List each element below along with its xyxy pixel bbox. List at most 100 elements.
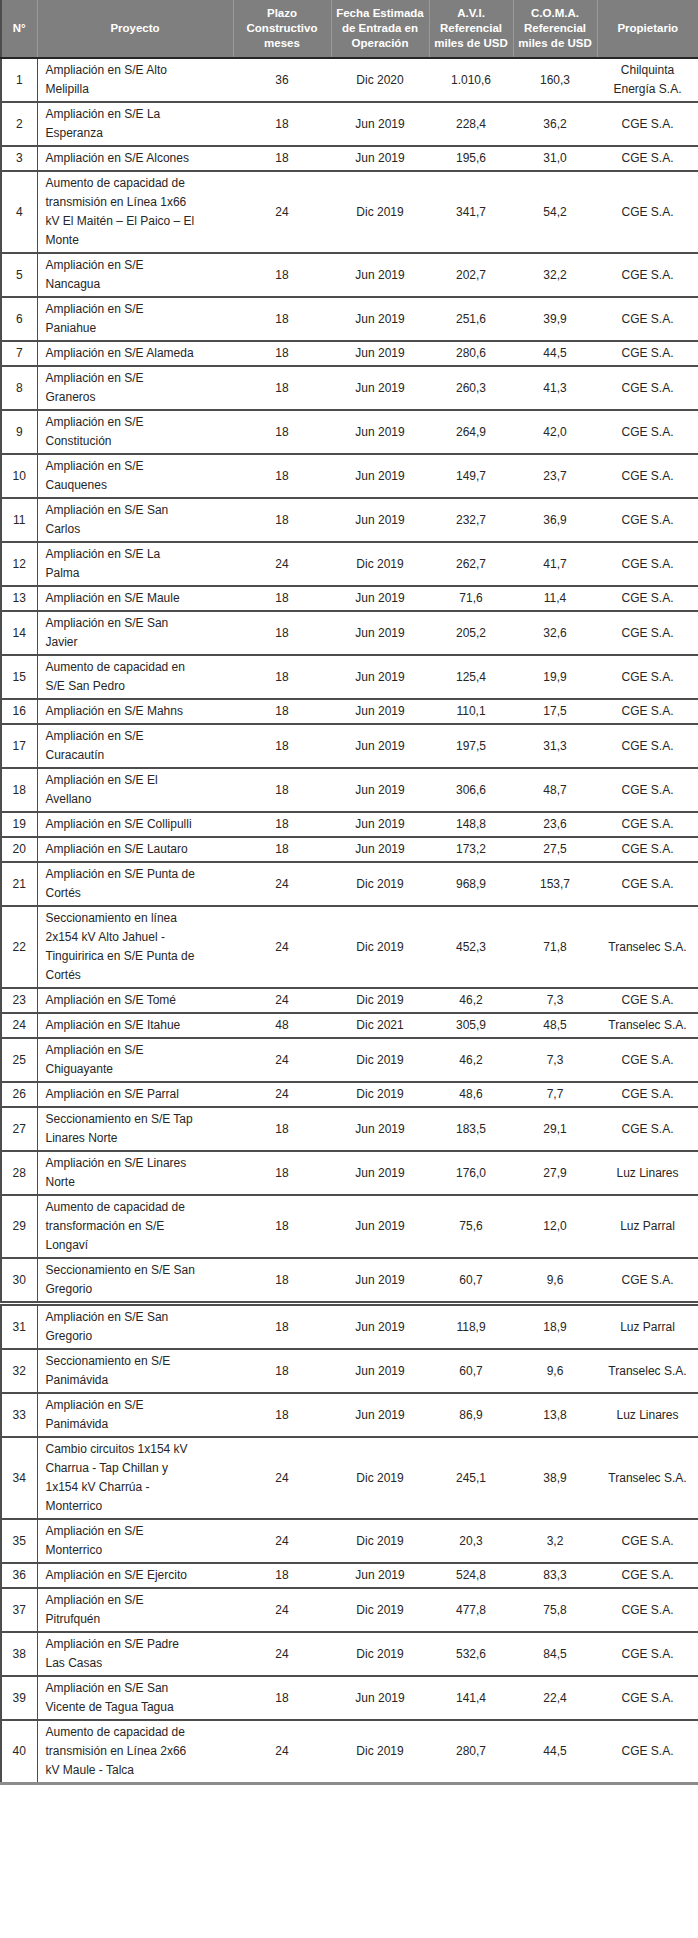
- cell-plazo: 18: [233, 253, 331, 297]
- cell-n: 2: [1, 102, 37, 146]
- cell-proyecto: Seccionamiento en S/E Tap Linares Norte: [37, 1107, 233, 1151]
- cell-n: 13: [1, 586, 37, 611]
- cell-propietario: Luz Parral: [597, 1304, 698, 1350]
- cell-plazo: 24: [233, 1588, 331, 1632]
- table-row: 30Seccionamiento en S/E San Gregorio18Ju…: [1, 1258, 698, 1304]
- cell-coma: 23,6: [513, 812, 597, 837]
- cell-avi: 125,4: [429, 655, 513, 699]
- table-row: 40Aumento de capacidad de transmisión en…: [1, 1720, 698, 1784]
- cell-propietario: CGE S.A.: [597, 586, 698, 611]
- table-row: 4Aumento de capacidad de transmisión en …: [1, 171, 698, 253]
- cell-avi: 149,7: [429, 454, 513, 498]
- cell-proyecto: Ampliación en S/E Paniahue: [37, 297, 233, 341]
- cell-plazo: 24: [233, 988, 331, 1013]
- cell-fecha: Jun 2019: [331, 724, 429, 768]
- cell-coma: 83,3: [513, 1563, 597, 1588]
- cell-fecha: Jun 2019: [331, 1258, 429, 1304]
- table-row: 20Ampliación en S/E Lautaro18Jun 2019173…: [1, 837, 698, 862]
- cell-proyecto: Ampliación en S/E Curacautín: [37, 724, 233, 768]
- cell-plazo: 48: [233, 1013, 331, 1038]
- cell-propietario: CGE S.A.: [597, 1519, 698, 1563]
- cell-coma: 39,9: [513, 297, 597, 341]
- cell-n: 29: [1, 1195, 37, 1258]
- cell-fecha: Jun 2019: [331, 253, 429, 297]
- cell-n: 6: [1, 297, 37, 341]
- table-row: 18Ampliación en S/E El Avellano18Jun 201…: [1, 768, 698, 812]
- cell-propietario: CGE S.A.: [597, 454, 698, 498]
- cell-n: 25: [1, 1038, 37, 1082]
- table-row: 21Ampliación en S/E Punta de Cortés24Dic…: [1, 862, 698, 906]
- cell-proyecto: Ampliación en S/E Pitrufquén: [37, 1588, 233, 1632]
- table-header: N°ProyectoPlazo Constructivo mesesFecha …: [1, 0, 698, 58]
- cell-fecha: Jun 2019: [331, 768, 429, 812]
- cell-coma: 9,6: [513, 1258, 597, 1304]
- cell-propietario: CGE S.A.: [597, 1720, 698, 1784]
- cell-avi: 228,4: [429, 102, 513, 146]
- cell-coma: 7,3: [513, 1038, 597, 1082]
- cell-avi: 260,3: [429, 366, 513, 410]
- cell-fecha: Jun 2019: [331, 1676, 429, 1720]
- cell-fecha: Jun 2019: [331, 812, 429, 837]
- cell-coma: 75,8: [513, 1588, 597, 1632]
- cell-plazo: 18: [233, 1258, 331, 1304]
- cell-coma: 153,7: [513, 862, 597, 906]
- cell-plazo: 18: [233, 724, 331, 768]
- cell-plazo: 18: [233, 586, 331, 611]
- cell-propietario: Transelec S.A.: [597, 1013, 698, 1038]
- cell-plazo: 24: [233, 1519, 331, 1563]
- cell-plazo: 18: [233, 1393, 331, 1437]
- table-row: 28Ampliación en S/E Linares Norte18Jun 2…: [1, 1151, 698, 1195]
- cell-propietario: CGE S.A.: [597, 988, 698, 1013]
- cell-plazo: 18: [233, 366, 331, 410]
- table-row: 39Ampliación en S/E San Vicente de Tagua…: [1, 1676, 698, 1720]
- cell-propietario: CGE S.A.: [597, 542, 698, 586]
- table-row: 10Ampliación en S/E Cauquenes18Jun 20191…: [1, 454, 698, 498]
- cell-n: 38: [1, 1632, 37, 1676]
- cell-propietario: CGE S.A.: [597, 724, 698, 768]
- column-header-proyecto: Proyecto: [37, 0, 233, 58]
- cell-n: 36: [1, 1563, 37, 1588]
- cell-proyecto: Ampliación en S/E La Esperanza: [37, 102, 233, 146]
- cell-coma: 19,9: [513, 655, 597, 699]
- cell-fecha: Jun 2019: [331, 341, 429, 366]
- cell-coma: 7,3: [513, 988, 597, 1013]
- cell-fecha: Dic 2019: [331, 542, 429, 586]
- cell-proyecto: Ampliación en S/E Alto Melipilla: [37, 58, 233, 102]
- cell-coma: 71,8: [513, 906, 597, 988]
- cell-propietario: CGE S.A.: [597, 699, 698, 724]
- cell-coma: 41,3: [513, 366, 597, 410]
- cell-propietario: Luz Linares: [597, 1393, 698, 1437]
- cell-n: 40: [1, 1720, 37, 1784]
- cell-proyecto: Ampliación en S/E Punta de Cortés: [37, 862, 233, 906]
- cell-proyecto: Ampliación en S/E Monterrico: [37, 1519, 233, 1563]
- table-row: 35Ampliación en S/E Monterrico24Dic 2019…: [1, 1519, 698, 1563]
- cell-fecha: Dic 2019: [331, 1437, 429, 1519]
- cell-proyecto: Ampliación en S/E Itahue: [37, 1013, 233, 1038]
- cell-plazo: 18: [233, 812, 331, 837]
- cell-coma: 12,0: [513, 1195, 597, 1258]
- cell-fecha: Jun 2019: [331, 1195, 429, 1258]
- cell-n: 37: [1, 1588, 37, 1632]
- cell-avi: 205,2: [429, 611, 513, 655]
- cell-plazo: 18: [233, 768, 331, 812]
- cell-plazo: 18: [233, 498, 331, 542]
- cell-propietario: CGE S.A.: [597, 1632, 698, 1676]
- cell-propietario: CGE S.A.: [597, 341, 698, 366]
- table-row: 16Ampliación en S/E Mahns18Jun 2019110,1…: [1, 699, 698, 724]
- cell-proyecto: Seccionamiento en S/E San Gregorio: [37, 1258, 233, 1304]
- cell-propietario: Luz Parral: [597, 1195, 698, 1258]
- cell-proyecto: Ampliación en S/E Alameda: [37, 341, 233, 366]
- cell-propietario: CGE S.A.: [597, 410, 698, 454]
- cell-avi: 71,6: [429, 586, 513, 611]
- cell-coma: 31,0: [513, 146, 597, 171]
- cell-proyecto: Ampliación en S/E Padre Las Casas: [37, 1632, 233, 1676]
- cell-proyecto: Ampliación en S/E Lautaro: [37, 837, 233, 862]
- cell-proyecto: Ampliación en S/E Panimávida: [37, 1393, 233, 1437]
- cell-avi: 176,0: [429, 1151, 513, 1195]
- cell-propietario: CGE S.A.: [597, 366, 698, 410]
- cell-proyecto: Ampliación en S/E Maule: [37, 586, 233, 611]
- table-row: 32Seccionamiento en S/E Panimávida18Jun …: [1, 1349, 698, 1393]
- cell-plazo: 24: [233, 1038, 331, 1082]
- cell-n: 39: [1, 1676, 37, 1720]
- cell-propietario: CGE S.A.: [597, 1082, 698, 1107]
